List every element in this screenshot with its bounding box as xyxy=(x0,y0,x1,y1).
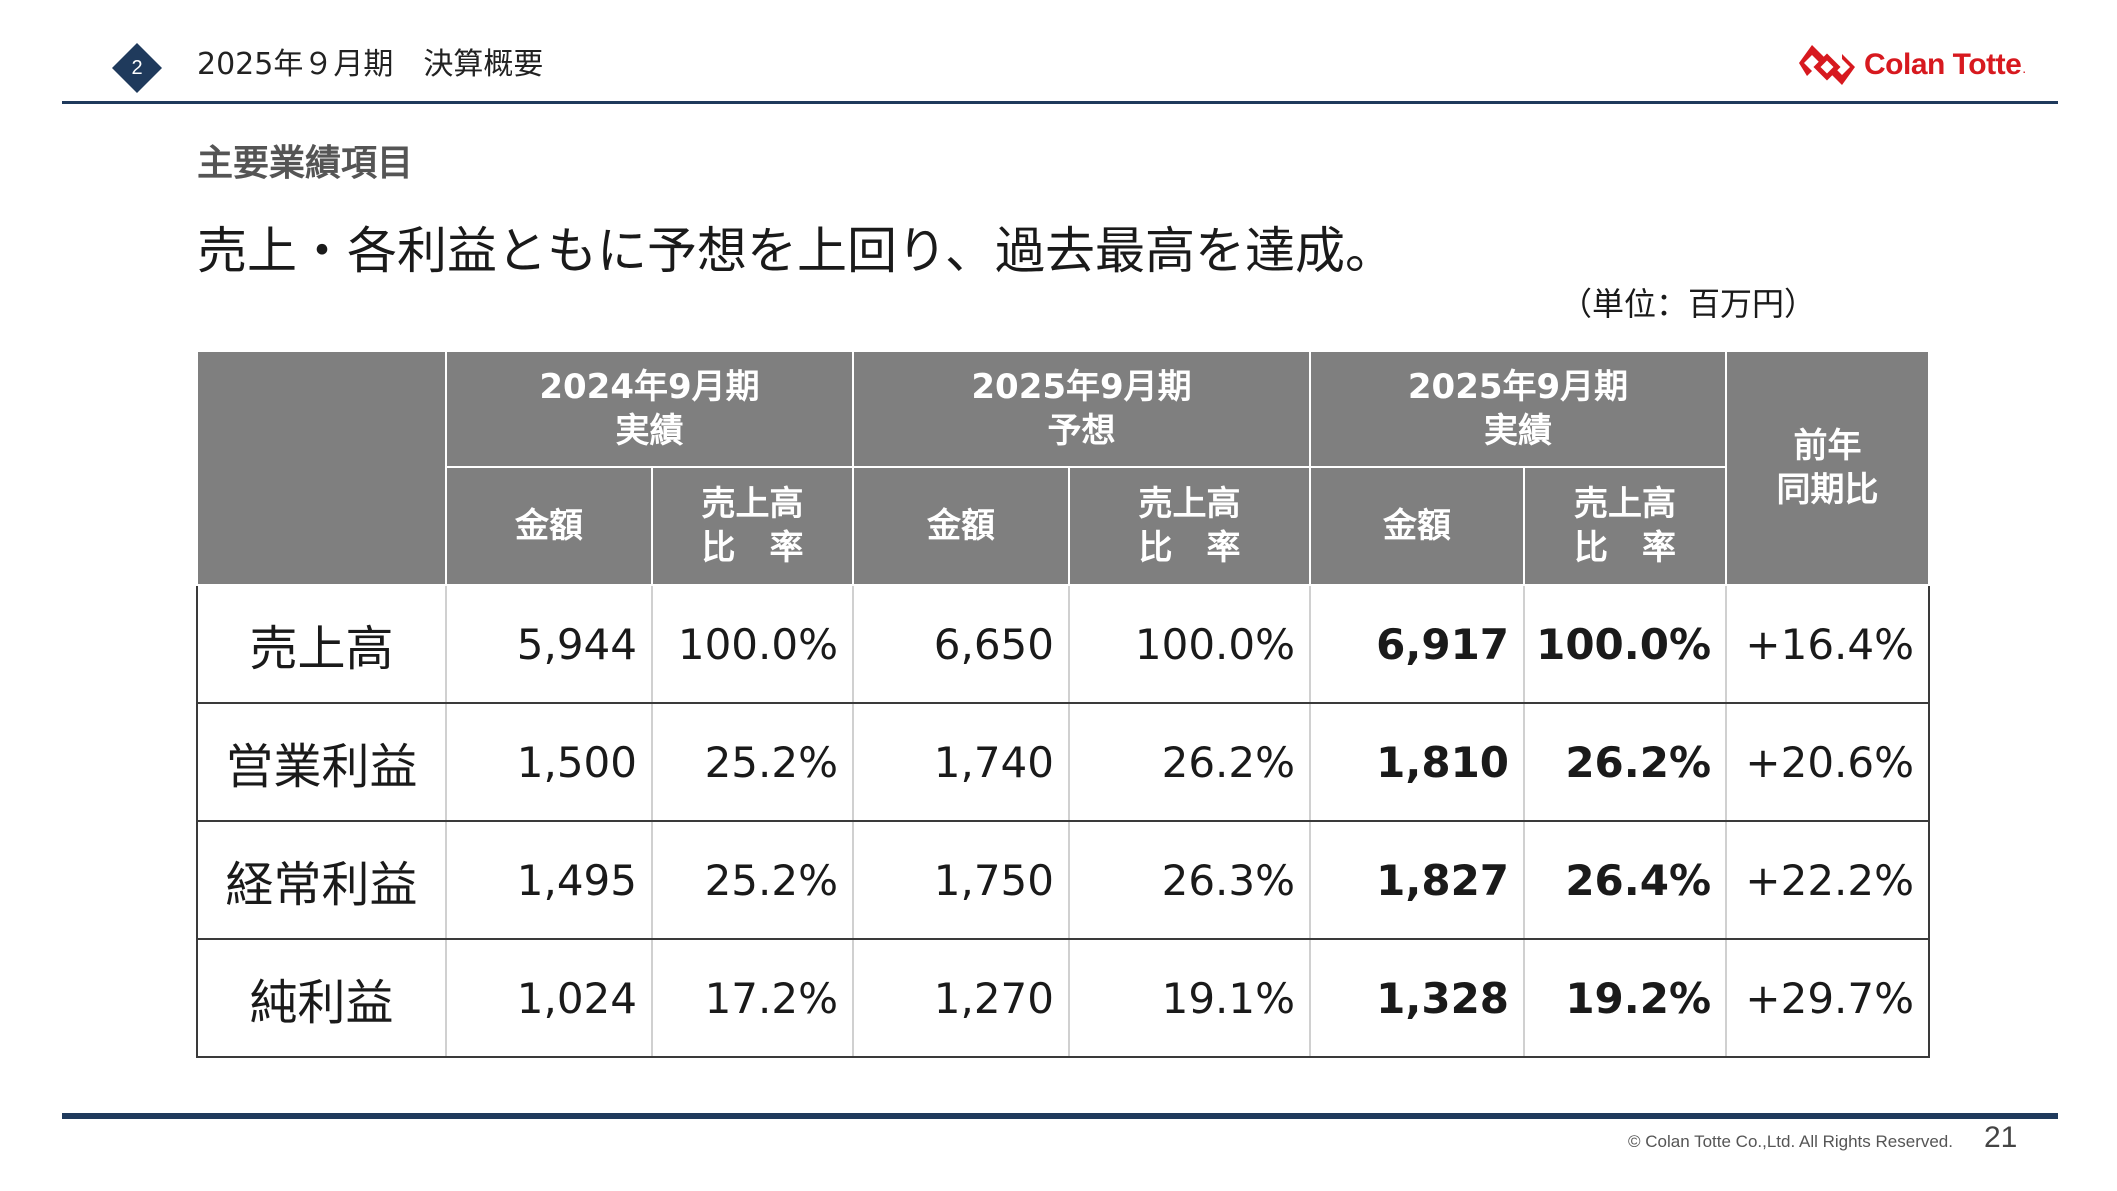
yoy-cell: +20.6% xyxy=(1725,703,1931,822)
yoy-header-line: 同期比 xyxy=(1776,470,1879,510)
page-number: 21 xyxy=(1984,1121,2018,1154)
group-header-forecast: 2025年9月期 予想 xyxy=(852,350,1312,468)
prev-amount-cell: 5,944 xyxy=(445,585,653,704)
yoy-header-line: 前年 xyxy=(1793,426,1862,466)
group-header-line: 予想 xyxy=(1047,411,1116,451)
group-header-line: 2024年9月期 xyxy=(539,367,760,407)
subheader-ratio-line: 売上高 xyxy=(1138,484,1241,524)
group-header-line: 2025年9月期 xyxy=(971,367,1192,407)
yoy-cell: +16.4% xyxy=(1725,585,1931,704)
subheader-ratio-line: 売上高 xyxy=(1574,484,1677,524)
group-header-actual: 2025年9月期 実績 xyxy=(1309,350,1728,468)
yoy-header: 前年 同期比 xyxy=(1725,350,1931,586)
actual-ratio-cell: 26.4% xyxy=(1523,821,1728,940)
group-header-prev-actual: 2024年9月期 実績 xyxy=(444,350,855,468)
copyright-notice: © Colan Totte Co.,Ltd. All Rights Reserv… xyxy=(1628,1132,1953,1151)
prev-ratio-cell: 25.2% xyxy=(650,703,855,822)
yoy-cell: +29.7% xyxy=(1725,939,1931,1058)
forecast-amount-cell: 1,750 xyxy=(852,821,1071,940)
actual-amount-cell: 1,328 xyxy=(1309,939,1526,1058)
prev-ratio-cell: 17.2% xyxy=(650,939,855,1058)
diamond-badge-icon xyxy=(112,43,162,93)
forecast-ratio-cell: 100.0% xyxy=(1068,585,1312,704)
group-header-line: 2025年9月期 xyxy=(1407,367,1629,407)
forecast-ratio-cell: 26.2% xyxy=(1068,703,1312,822)
prev-ratio-cell: 25.2% xyxy=(650,821,855,940)
subheader-ratio-line: 比 率 xyxy=(1574,528,1677,568)
actual-amount-cell: 6,917 xyxy=(1309,585,1526,704)
row-label: 営業利益 xyxy=(196,703,447,822)
subheader-amount: 金額 xyxy=(445,466,653,586)
subheader-ratio: 売上高 比 率 xyxy=(650,466,855,586)
actual-ratio-cell: 100.0% xyxy=(1523,585,1728,704)
yoy-cell: +22.2% xyxy=(1725,821,1931,940)
header-title: 2025年９月期 決算概要 xyxy=(197,47,544,82)
table-corner-cell xyxy=(196,350,447,586)
forecast-amount-cell: 6,650 xyxy=(852,585,1071,704)
subheader-ratio-line: 比 率 xyxy=(701,528,804,568)
forecast-ratio-cell: 19.1% xyxy=(1068,939,1312,1058)
group-header-line: 実績 xyxy=(615,411,684,451)
logo-wordmark: Colan Totte xyxy=(1864,48,2022,81)
table-row: 経常利益 1,495 25.2% 1,750 26.3% 1,827 26.4%… xyxy=(196,821,1931,940)
subheader-ratio-line: 売上高 xyxy=(701,484,804,524)
table-row: 営業利益 1,500 25.2% 1,740 26.2% 1,810 26.2%… xyxy=(196,703,1931,822)
actual-amount-cell: 1,810 xyxy=(1309,703,1526,822)
actual-ratio-cell: 19.2% xyxy=(1523,939,1728,1058)
row-label: 経常利益 xyxy=(196,821,447,940)
actual-amount-cell: 1,827 xyxy=(1309,821,1526,940)
subheader-ratio: 売上高 比 率 xyxy=(1523,466,1728,586)
row-label: 売上高 xyxy=(196,585,447,704)
unit-note: （単位：百万円） xyxy=(1560,285,1817,323)
headline: 売上・各利益ともに予想を上回り、過去最高を達成。 xyxy=(197,222,1395,280)
table-row: 純利益 1,024 17.2% 1,270 19.1% 1,328 19.2% … xyxy=(196,939,1931,1058)
section-title: 主要業績項目 xyxy=(197,143,414,184)
prev-amount-cell: 1,495 xyxy=(445,821,653,940)
logo-trademark-dot: . xyxy=(2022,60,2027,76)
prev-ratio-cell: 100.0% xyxy=(650,585,855,704)
forecast-ratio-cell: 26.3% xyxy=(1068,821,1312,940)
footer-divider xyxy=(62,1113,2058,1119)
forecast-amount-cell: 1,270 xyxy=(852,939,1071,1058)
section-badge-number: 2 xyxy=(131,57,143,79)
page-section-badge: 2 xyxy=(111,42,163,94)
subheader-ratio-line: 比 率 xyxy=(1138,528,1241,568)
subheader-ratio: 売上高 比 率 xyxy=(1068,466,1312,586)
table-row: 売上高 5,944 100.0% 6,650 100.0% 6,917 100.… xyxy=(196,585,1931,704)
subheader-amount: 金額 xyxy=(1309,466,1526,586)
company-logo: Colan Totte . xyxy=(1796,40,2026,90)
prev-amount-cell: 1,024 xyxy=(445,939,653,1058)
prev-amount-cell: 1,500 xyxy=(445,703,653,822)
actual-ratio-cell: 26.2% xyxy=(1523,703,1728,822)
header-divider xyxy=(62,101,2058,104)
colan-totte-logo-mark xyxy=(1799,45,1855,85)
forecast-amount-cell: 1,740 xyxy=(852,703,1071,822)
row-label: 純利益 xyxy=(196,939,447,1058)
group-header-line: 実績 xyxy=(1484,411,1553,451)
subheader-amount: 金額 xyxy=(852,466,1071,586)
results-table: 2024年9月期 実績 2025年9月期 予想 2025年9月期 実績 前年 同… xyxy=(196,350,1931,1058)
